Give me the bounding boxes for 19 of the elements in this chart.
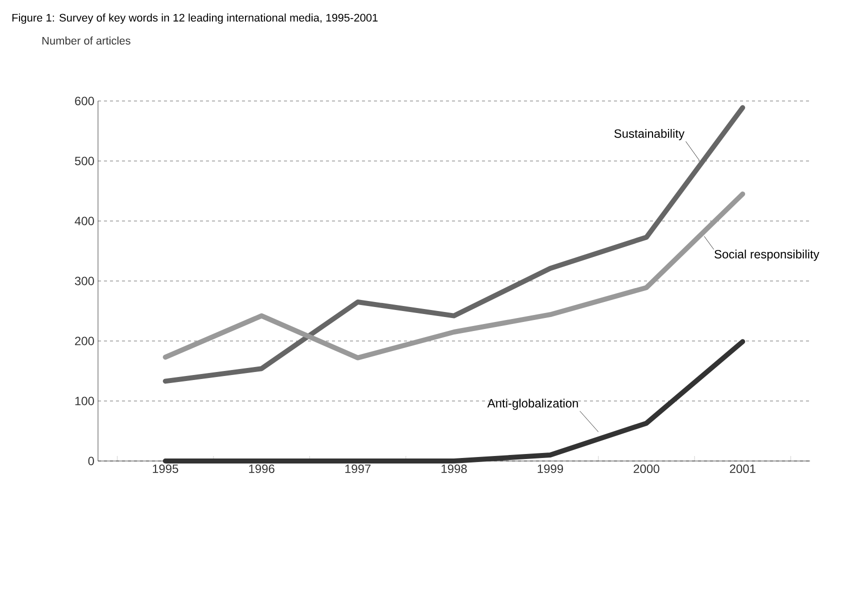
x-tick-label: 1997 <box>345 464 371 474</box>
x-tick-label: 2000 <box>634 464 660 474</box>
x-tick-label: 1996 <box>249 464 274 474</box>
text: Sustainability <box>614 129 684 140</box>
chart-title: Figure 1: Survey of key words in 12 leading international media, 1995-2001 <box>12 14 378 24</box>
y-tick-label: 300 <box>74 276 94 286</box>
x-tick-label: 1999 <box>538 464 563 474</box>
x-tick-label: 1995 <box>152 464 178 474</box>
y-tick-label: 200 <box>75 336 94 346</box>
y-tick-label: 600 <box>75 96 94 106</box>
y-tick-label: 100 <box>75 396 94 406</box>
text: Anti-globalization <box>487 398 578 410</box>
y-axis-title: Number of articles <box>42 36 130 45</box>
x-tick-label: 1998 <box>442 464 467 474</box>
y-tick-label: 500 <box>74 156 94 166</box>
x-tick-label: 2001 <box>730 464 756 474</box>
y-tick-label: 400 <box>74 216 94 226</box>
y-tick-label: 0 <box>88 456 94 466</box>
series-label: Social responsibility <box>714 250 820 261</box>
